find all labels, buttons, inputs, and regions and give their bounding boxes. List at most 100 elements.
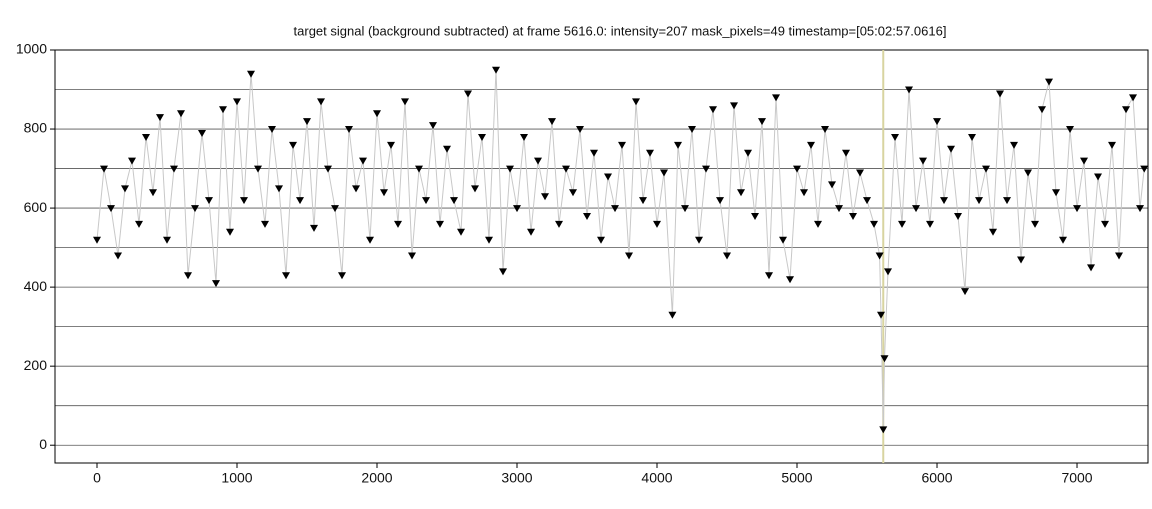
marker <box>611 205 620 213</box>
marker <box>135 220 144 228</box>
marker <box>828 181 837 189</box>
marker <box>93 236 102 244</box>
marker <box>261 220 270 228</box>
y-tick-label: 0 <box>39 436 47 452</box>
marker <box>1073 205 1082 213</box>
marker <box>905 86 914 94</box>
marker <box>268 126 277 134</box>
marker <box>779 236 788 244</box>
x-tick-label: 2000 <box>361 470 392 486</box>
marker <box>345 126 354 134</box>
marker <box>590 149 599 157</box>
marker <box>1059 236 1068 244</box>
x-tick-label: 1000 <box>221 470 252 486</box>
marker <box>786 276 795 284</box>
marker <box>408 252 417 260</box>
marker <box>709 106 718 114</box>
marker <box>478 133 487 141</box>
marker <box>128 157 137 165</box>
marker <box>205 197 214 205</box>
marker <box>142 133 151 141</box>
marker <box>1010 141 1019 149</box>
marker <box>177 110 186 118</box>
marker <box>996 90 1005 98</box>
x-tick-label: 6000 <box>921 470 952 486</box>
marker <box>373 110 382 118</box>
marker <box>660 169 669 177</box>
marker <box>163 236 172 244</box>
marker <box>863 197 872 205</box>
marker <box>807 141 816 149</box>
x-tick-label: 7000 <box>1061 470 1092 486</box>
chart-title: target signal (background subtracted) at… <box>294 23 947 38</box>
marker <box>1115 252 1124 260</box>
marker <box>387 141 396 149</box>
marker <box>940 197 949 205</box>
marker <box>1038 106 1047 114</box>
marker <box>198 129 207 137</box>
marker <box>541 193 550 201</box>
marker <box>121 185 130 193</box>
x-tick-label: 5000 <box>781 470 812 486</box>
marker <box>954 212 963 220</box>
marker <box>947 145 956 153</box>
marker <box>303 118 312 126</box>
marker <box>149 189 158 197</box>
marker <box>880 355 889 363</box>
marker <box>1129 94 1138 102</box>
marker <box>1017 256 1026 264</box>
marker <box>835 205 844 213</box>
marker <box>877 311 886 319</box>
marker <box>443 145 452 153</box>
marker <box>821 126 830 134</box>
marker <box>926 220 935 228</box>
marker <box>562 165 571 173</box>
plot-frame <box>54 49 1149 464</box>
marker <box>758 118 767 126</box>
marker <box>912 205 921 213</box>
marker <box>247 70 256 78</box>
marker <box>639 197 648 205</box>
marker <box>668 311 677 319</box>
marker <box>219 106 228 114</box>
marker <box>233 98 242 106</box>
marker <box>744 149 753 157</box>
marker <box>485 236 494 244</box>
y-tick-label: 1000 <box>16 41 47 57</box>
marker <box>653 220 662 228</box>
marker <box>534 157 543 165</box>
marker <box>100 165 109 173</box>
marker <box>576 126 585 134</box>
marker <box>1052 189 1061 197</box>
marker <box>296 197 305 205</box>
marker <box>212 280 221 288</box>
marker <box>583 212 592 220</box>
marker <box>450 197 459 205</box>
marker <box>1003 197 1012 205</box>
marker <box>632 98 641 106</box>
marker <box>156 114 165 122</box>
y-tick-label: 600 <box>24 199 48 215</box>
marker <box>471 185 480 193</box>
marker <box>184 272 193 280</box>
marker <box>1031 220 1040 228</box>
marker <box>1080 157 1089 165</box>
marker <box>975 197 984 205</box>
marker <box>366 236 375 244</box>
marker <box>520 133 529 141</box>
marker <box>1122 106 1131 114</box>
marker <box>765 272 774 280</box>
series-line <box>96 69 1145 430</box>
marker <box>415 165 424 173</box>
marker <box>688 126 697 134</box>
marker <box>513 205 522 213</box>
marker <box>324 165 333 173</box>
marker <box>618 141 627 149</box>
marker <box>429 122 438 130</box>
marker <box>240 197 249 205</box>
marker <box>875 252 884 260</box>
marker <box>919 157 928 165</box>
marker <box>982 165 991 173</box>
marker <box>338 272 347 280</box>
